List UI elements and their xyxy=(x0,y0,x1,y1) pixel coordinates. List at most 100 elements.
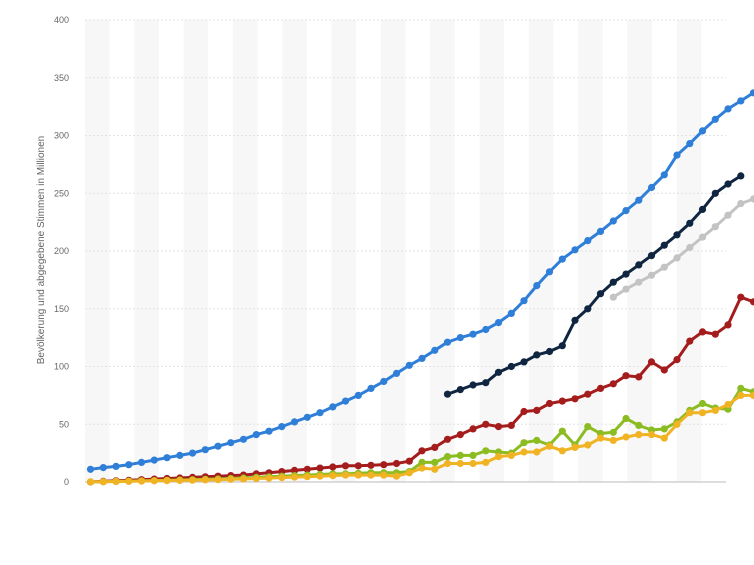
data-point xyxy=(647,271,656,279)
data-point xyxy=(443,390,452,398)
data-point xyxy=(227,439,235,447)
data-point xyxy=(214,476,222,484)
data-point xyxy=(622,285,630,293)
data-point xyxy=(584,237,592,245)
data-point xyxy=(418,447,426,455)
y-tick-label: 100 xyxy=(54,362,69,372)
data-point xyxy=(316,409,324,417)
background-band xyxy=(208,20,233,482)
data-point xyxy=(724,401,732,409)
data-point xyxy=(431,458,439,466)
y-tick-label: 200 xyxy=(54,246,69,256)
data-point xyxy=(635,421,643,429)
data-point xyxy=(227,475,235,483)
data-point xyxy=(749,195,754,203)
data-point xyxy=(431,465,439,473)
data-point xyxy=(176,476,184,484)
data-point xyxy=(367,384,375,392)
data-point xyxy=(622,414,630,423)
data-point xyxy=(201,476,209,484)
data-point xyxy=(252,431,260,439)
data-point xyxy=(724,105,732,113)
data-point xyxy=(507,362,515,371)
data-point xyxy=(265,427,273,435)
data-point xyxy=(137,477,146,485)
data-point xyxy=(354,391,362,399)
data-point xyxy=(482,420,490,428)
data-point xyxy=(698,205,707,213)
data-point xyxy=(584,423,592,431)
data-point xyxy=(545,347,554,356)
data-point xyxy=(647,358,656,366)
data-point xyxy=(137,458,146,466)
data-point xyxy=(673,254,681,262)
data-point xyxy=(86,478,95,486)
data-point xyxy=(418,464,426,472)
data-point xyxy=(99,464,107,472)
data-point xyxy=(392,369,401,377)
data-point xyxy=(533,436,541,444)
data-point xyxy=(125,461,133,469)
data-point xyxy=(367,471,375,479)
data-point xyxy=(354,462,362,470)
data-point xyxy=(737,384,745,392)
data-point xyxy=(239,435,248,443)
data-point xyxy=(290,473,299,481)
y-tick-label: 150 xyxy=(54,304,69,314)
data-point xyxy=(494,368,503,376)
data-point xyxy=(635,278,643,286)
data-point xyxy=(214,442,222,450)
data-point xyxy=(469,330,477,338)
y-tick-label: 300 xyxy=(54,131,69,141)
data-point xyxy=(456,431,464,439)
data-point xyxy=(686,409,694,417)
data-point xyxy=(290,418,299,426)
data-point xyxy=(584,390,592,398)
data-point xyxy=(635,431,643,439)
data-point xyxy=(456,334,464,342)
data-point xyxy=(711,115,719,123)
data-point xyxy=(405,469,413,477)
background-band xyxy=(183,20,209,482)
data-point xyxy=(482,447,490,455)
series-layer xyxy=(86,89,754,486)
data-point xyxy=(520,448,528,456)
data-point xyxy=(711,406,719,414)
data-point xyxy=(698,328,707,336)
data-point xyxy=(635,373,643,381)
data-point xyxy=(698,409,707,417)
data-point xyxy=(584,441,592,449)
series-line xyxy=(86,391,754,486)
data-point xyxy=(558,447,566,455)
data-point xyxy=(431,346,439,354)
data-point xyxy=(558,427,566,435)
data-point xyxy=(278,474,286,482)
data-point xyxy=(176,451,184,459)
data-point xyxy=(443,338,452,346)
data-point xyxy=(469,451,477,459)
data-point xyxy=(609,217,617,225)
data-point xyxy=(571,395,579,403)
data-point xyxy=(520,407,528,416)
data-point xyxy=(278,423,286,431)
data-point xyxy=(660,434,668,442)
data-point xyxy=(737,97,745,105)
data-point xyxy=(252,474,260,483)
data-point xyxy=(316,472,324,480)
data-point xyxy=(418,354,426,362)
data-point xyxy=(456,451,464,459)
data-point xyxy=(494,453,503,461)
data-point xyxy=(150,477,158,485)
data-point xyxy=(545,268,554,276)
data-point xyxy=(150,456,158,464)
data-point xyxy=(545,442,554,450)
data-point xyxy=(724,211,732,219)
data-point xyxy=(737,293,745,301)
data-point xyxy=(520,358,528,366)
data-point xyxy=(660,171,668,179)
data-point xyxy=(737,391,745,399)
data-point xyxy=(507,451,515,459)
data-point xyxy=(660,425,668,433)
